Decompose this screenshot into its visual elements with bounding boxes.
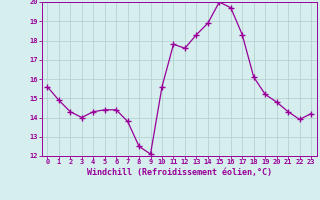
X-axis label: Windchill (Refroidissement éolien,°C): Windchill (Refroidissement éolien,°C) [87, 168, 272, 177]
